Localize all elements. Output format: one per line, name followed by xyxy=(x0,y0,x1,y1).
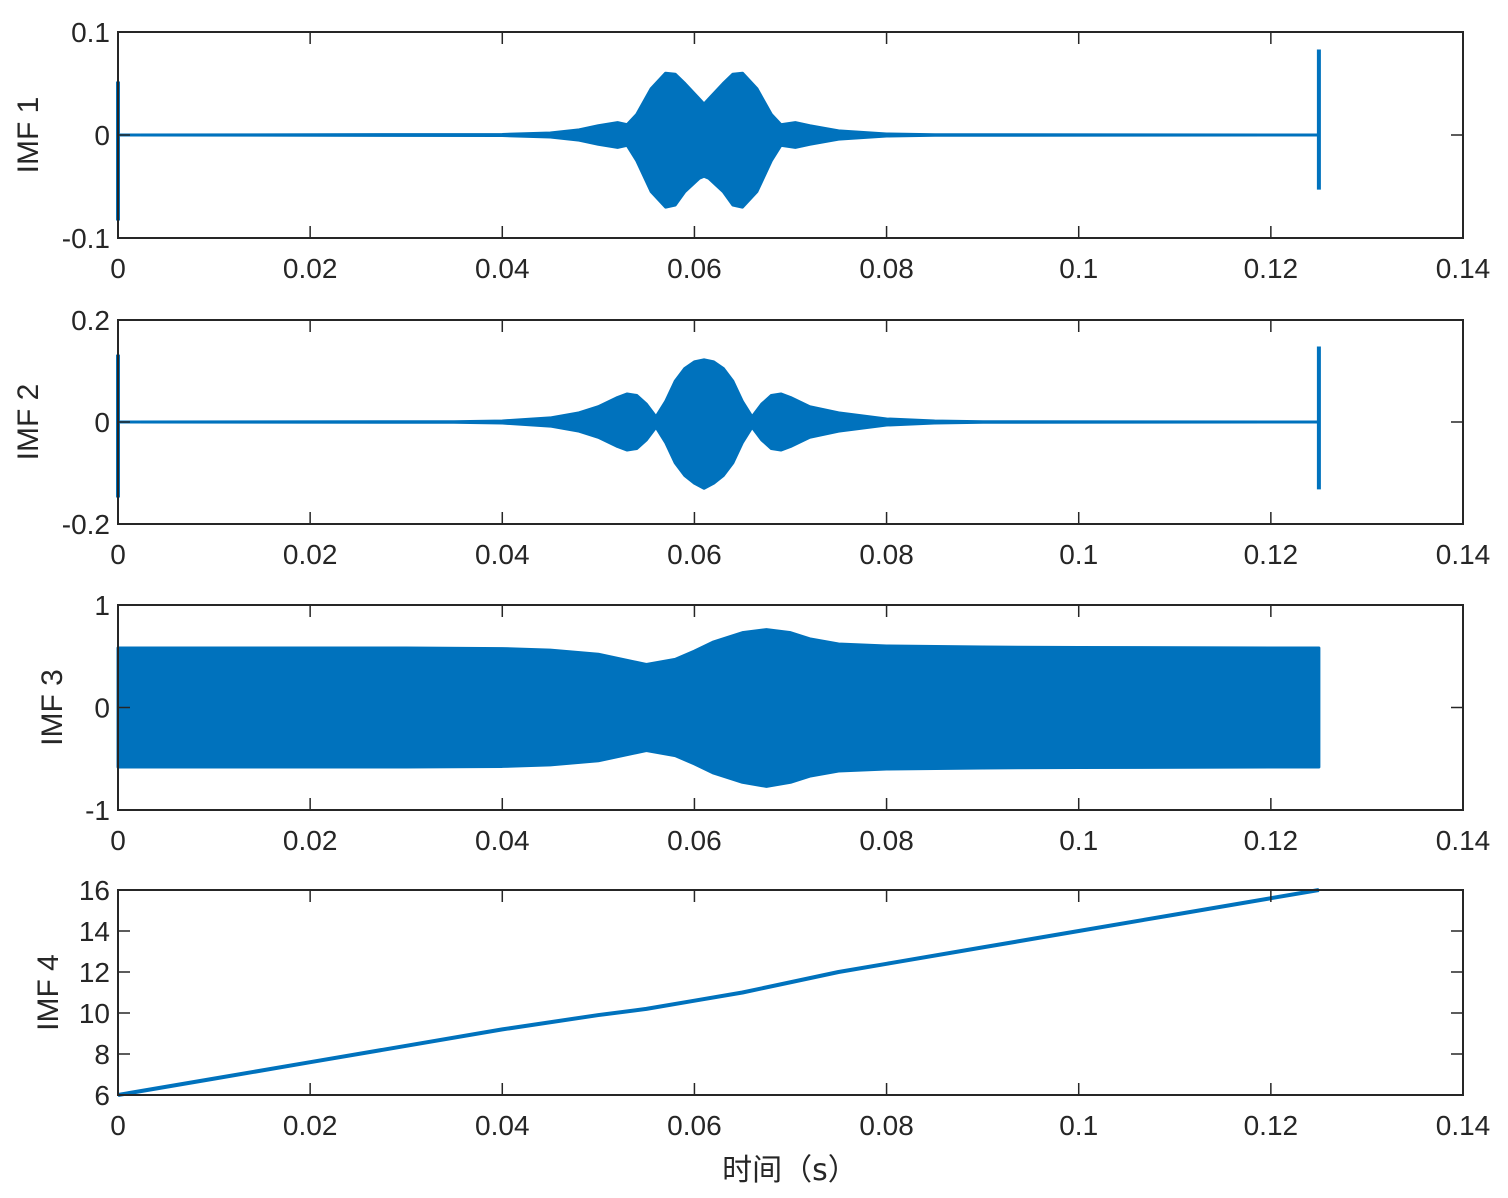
x-tick-label: 0.06 xyxy=(667,539,722,570)
x-tick-label: 0.14 xyxy=(1436,1110,1491,1141)
x-tick-label: 0 xyxy=(110,825,126,856)
y-tick-label: 14 xyxy=(79,916,110,947)
x-tick-label: 0.1 xyxy=(1059,825,1098,856)
x-tick-label: 0.14 xyxy=(1436,539,1491,570)
y-tick-label: -0.2 xyxy=(62,509,110,540)
y-tick-label: 16 xyxy=(79,875,110,906)
oscillation-envelope xyxy=(116,358,1321,490)
x-tick-label: 0.06 xyxy=(667,825,722,856)
x-tick-label: 0.1 xyxy=(1059,1110,1098,1141)
y-tick-label: -0.1 xyxy=(62,223,110,254)
x-tick-label: 0.04 xyxy=(475,825,530,856)
x-tick-label: 0.08 xyxy=(859,1110,914,1141)
y-tick-label: 10 xyxy=(79,998,110,1029)
y-tick-label: 0.1 xyxy=(71,17,110,48)
x-tick-label: 0.14 xyxy=(1436,253,1491,284)
series-imf-4 xyxy=(117,888,1320,1097)
y-tick-label: 0 xyxy=(94,120,110,151)
x-tick-label: 0.02 xyxy=(283,825,338,856)
x-tick-label: 0.12 xyxy=(1244,1110,1299,1141)
y-axis-label: IMF 4 xyxy=(32,954,65,1031)
x-tick-label: 0.08 xyxy=(859,825,914,856)
y-axis-label: IMF 2 xyxy=(12,384,45,461)
x-tick-label: 0.02 xyxy=(283,539,338,570)
x-tick-label: 0.04 xyxy=(475,253,530,284)
y-tick-label: 0.2 xyxy=(71,305,110,336)
x-tick-label: 0.02 xyxy=(283,253,338,284)
y-tick-label: 8 xyxy=(94,1039,110,1070)
x-tick-label: 0.12 xyxy=(1244,253,1299,284)
x-tick-label: 0.06 xyxy=(667,253,722,284)
x-tick-label: 0.04 xyxy=(475,539,530,570)
y-tick-label: 6 xyxy=(94,1080,110,1111)
x-tick-label: 0.14 xyxy=(1436,825,1491,856)
y-tick-label: 12 xyxy=(79,957,110,988)
series-imf-3 xyxy=(116,628,1321,788)
axes-box xyxy=(117,889,1464,1096)
x-tick-label: 0.08 xyxy=(859,539,914,570)
x-tick-label: 0.02 xyxy=(283,1110,338,1141)
oscillation-envelope xyxy=(116,71,1321,209)
x-tick-label: 0 xyxy=(110,253,126,284)
oscillation-envelope xyxy=(116,628,1321,788)
y-tick-label: 0 xyxy=(94,693,110,724)
x-tick-label: 0.08 xyxy=(859,253,914,284)
x-tick-label: 0 xyxy=(110,539,126,570)
trend-line xyxy=(117,888,1320,1097)
series-imf-2 xyxy=(116,346,1321,498)
x-tick-label: 0.12 xyxy=(1244,825,1299,856)
panel-imf-1: 0 0.02 0.04 0.06 0.08 0.1 0.12 0.14-0.100.1IMF … xyxy=(12,17,1490,284)
x-tick-label: 0.1 xyxy=(1059,539,1098,570)
panel-imf-4: 0 0.02 0.04 0.06 0.08 0.1 0.12 0.14 6 8 10 12 14 16 IM… xyxy=(32,875,1490,1141)
y-tick-label: -1 xyxy=(85,795,110,826)
series-imf-1 xyxy=(116,49,1321,221)
x-tick-label: 0 xyxy=(110,1110,126,1141)
y-tick-label: 1 xyxy=(94,590,110,621)
x-tick-label: 0.12 xyxy=(1244,539,1299,570)
x-axis-label: 时间（s） xyxy=(722,1153,858,1188)
y-axis-label: IMF 3 xyxy=(36,669,69,746)
y-axis-label: IMF 1 xyxy=(12,97,45,174)
x-tick-label: 0.06 xyxy=(667,1110,722,1141)
x-tick-label: 0.04 xyxy=(475,1110,530,1141)
panel-imf-2: 0 0.02 0.04 0.06 0.08 0.1 0.12 0.14-0.200.2IMF … xyxy=(12,305,1490,570)
y-tick-label: 0 xyxy=(94,407,110,438)
x-tick-label: 0.1 xyxy=(1059,253,1098,284)
